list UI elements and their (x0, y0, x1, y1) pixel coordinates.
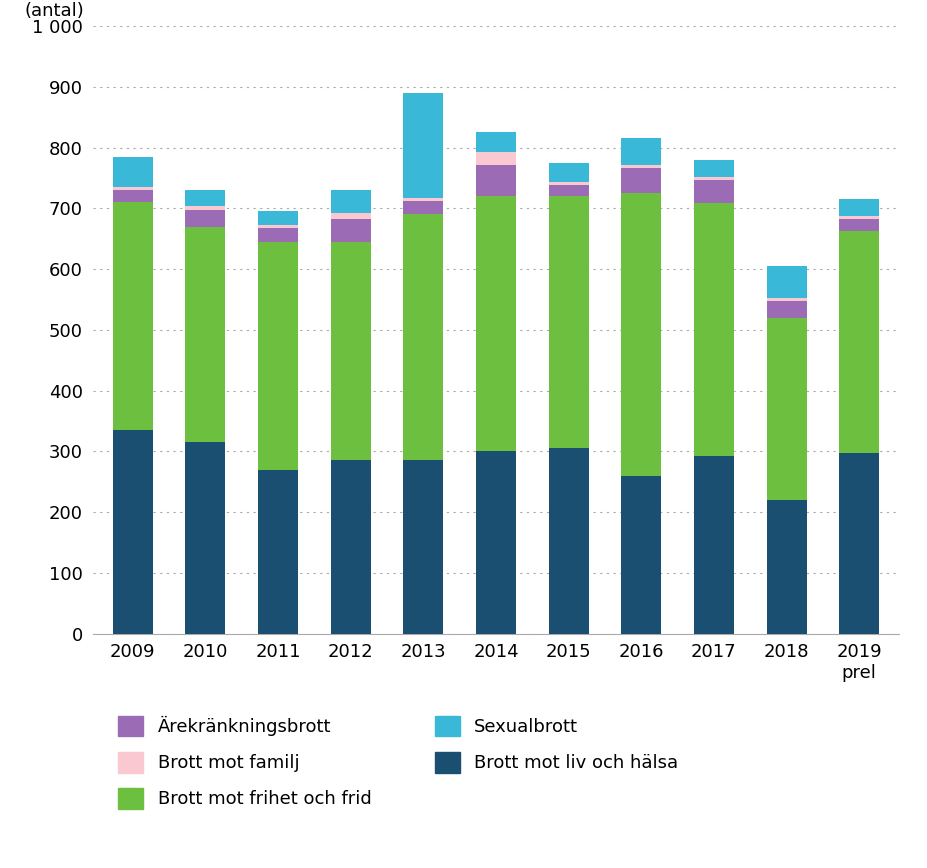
Bar (476, 153, 516, 165)
Bar (621, 168, 661, 194)
Bar (258, 226, 298, 228)
Bar (476, 165, 516, 196)
Bar (694, 181, 734, 203)
Bar (331, 219, 371, 242)
Bar (331, 213, 371, 219)
Bar (694, 177, 734, 181)
Bar (331, 460, 371, 634)
Legend: Ärekränkningsbrott, Brott mot familj, Brott mot frihet och frid, Sexualbrott, Br: Ärekränkningsbrott, Brott mot familj, Br… (118, 715, 679, 809)
Bar (258, 228, 298, 242)
Bar (549, 182, 589, 185)
Bar (694, 456, 734, 634)
Bar (403, 214, 443, 460)
Bar (767, 266, 806, 298)
Bar (621, 194, 661, 476)
Bar (403, 460, 443, 634)
Bar (258, 212, 298, 226)
Bar (767, 318, 806, 500)
Bar (839, 452, 879, 634)
Bar (113, 187, 153, 190)
Bar (476, 451, 516, 634)
Bar (113, 157, 153, 187)
Bar (839, 231, 879, 452)
Bar (403, 201, 443, 214)
Bar (185, 442, 225, 634)
Bar (331, 190, 371, 213)
Bar (185, 207, 225, 209)
Bar (185, 190, 225, 207)
Bar (767, 300, 806, 318)
Bar (621, 139, 661, 165)
Text: (antal): (antal) (24, 2, 84, 20)
Bar (403, 198, 443, 201)
Bar (476, 196, 516, 451)
Bar (258, 242, 298, 470)
Bar (549, 196, 589, 448)
Bar (839, 200, 879, 215)
Bar (839, 219, 879, 231)
Bar (621, 165, 661, 168)
Bar (113, 202, 153, 431)
Bar (767, 298, 806, 300)
Bar (185, 227, 225, 442)
Bar (113, 190, 153, 202)
Bar (621, 476, 661, 634)
Bar (403, 93, 443, 198)
Bar (694, 160, 734, 177)
Bar (476, 133, 516, 153)
Bar (694, 203, 734, 456)
Bar (185, 209, 225, 227)
Bar (767, 500, 806, 634)
Bar (258, 470, 298, 634)
Bar (549, 185, 589, 196)
Bar (839, 215, 879, 219)
Bar (549, 163, 589, 182)
Bar (549, 448, 589, 634)
Bar (331, 242, 371, 460)
Bar (113, 431, 153, 634)
